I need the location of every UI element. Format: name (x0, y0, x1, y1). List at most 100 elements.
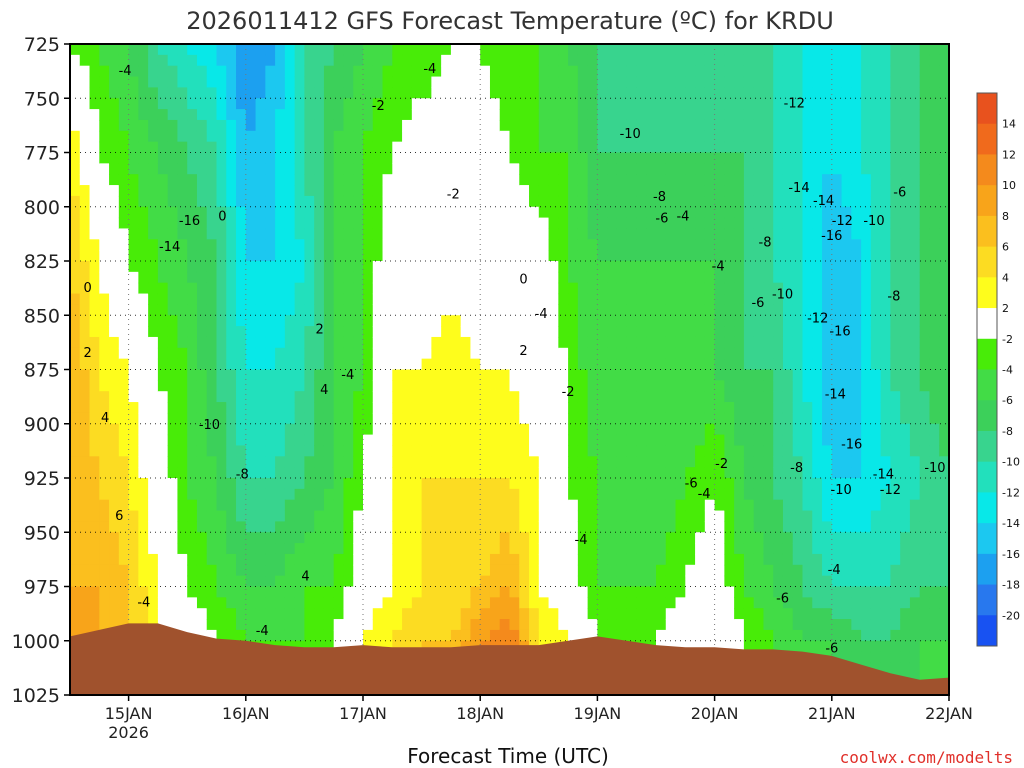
temperature-cell (226, 87, 237, 99)
temperature-cell (870, 54, 882, 67)
temperature-cell (275, 564, 286, 577)
temperature-cell (294, 195, 305, 208)
temperature-cell (861, 499, 872, 512)
temperature-cell (538, 347, 550, 360)
temperature-cell (382, 488, 393, 501)
temperature-cell (441, 141, 452, 154)
temperature-cell (714, 130, 725, 143)
temperature-cell (275, 261, 286, 273)
temperature-cell (167, 261, 179, 273)
temperature-cell (558, 271, 569, 284)
temperature-cell (656, 369, 667, 381)
temperature-cell (216, 467, 227, 479)
temperature-cell (187, 76, 198, 88)
temperature-cell (792, 65, 804, 78)
temperature-cell (118, 152, 130, 164)
temperature-cell (323, 564, 335, 577)
temperature-cell (812, 478, 823, 490)
temperature-cell (656, 336, 667, 349)
temperature-cell (714, 152, 725, 164)
temperature-cell (382, 87, 393, 99)
temperature-cell (656, 380, 667, 392)
temperature-cell (441, 54, 452, 67)
temperature-cell (607, 445, 618, 457)
temperature-cell (323, 206, 335, 219)
temperature-cell (421, 261, 432, 273)
temperature-cell (89, 456, 100, 468)
temperature-cell (841, 315, 852, 327)
temperature-cell (284, 98, 296, 110)
temperature-cell (685, 282, 696, 295)
temperature-cell (353, 402, 364, 414)
temperature-cell (196, 141, 208, 154)
temperature-cell (773, 163, 784, 175)
temperature-cell (431, 152, 442, 164)
temperature-cell (782, 44, 794, 56)
temperature-cell (245, 65, 257, 78)
temperature-cell (577, 76, 589, 88)
temperature-cell (577, 380, 589, 392)
temperature-cell (411, 564, 423, 577)
temperature-cell (714, 293, 725, 305)
temperature-cell (568, 521, 579, 533)
temperature-cell (128, 434, 139, 447)
temperature-cell (568, 336, 579, 349)
temperature-cell (509, 543, 520, 555)
temperature-cell (831, 619, 843, 631)
temperature-cell (216, 87, 227, 99)
temperature-cell (665, 98, 677, 110)
temperature-cell (470, 304, 481, 316)
temperature-cell (499, 575, 511, 588)
temperature-cell (831, 445, 843, 457)
temperature-cell (597, 206, 608, 219)
temperature-cell (568, 543, 579, 555)
temperature-cell (392, 391, 403, 403)
temperature-cell (431, 586, 442, 598)
temperature-cell (529, 478, 540, 490)
temperature-cell (597, 380, 608, 392)
temperature-cell (607, 488, 618, 501)
temperature-cell (665, 250, 677, 262)
temperature-cell (558, 467, 569, 479)
temperature-cell (675, 174, 686, 186)
temperature-cell (216, 402, 227, 414)
temperature-cell (773, 456, 784, 468)
temperature-cell (402, 109, 413, 121)
temperature-cell (802, 141, 813, 154)
temperature-cell (851, 521, 862, 533)
temperature-cell (802, 250, 813, 262)
temperature-cell (118, 304, 130, 316)
temperature-cell (118, 185, 130, 197)
temperature-cell (626, 434, 638, 447)
temperature-cell (421, 185, 432, 197)
temperature-cell (734, 65, 745, 78)
temperature-cell (529, 54, 540, 67)
temperature-cell (714, 98, 725, 110)
temperature-cell (323, 467, 335, 479)
temperature-cell (519, 109, 530, 121)
temperature-cell (656, 358, 667, 371)
temperature-cell (538, 336, 550, 349)
temperature-cell (206, 445, 218, 457)
temperature-cell (529, 98, 540, 110)
temperature-cell (685, 412, 696, 425)
temperature-cell (773, 217, 784, 230)
temperature-cell (392, 597, 403, 609)
temperature-cell (441, 553, 452, 566)
temperature-cell (685, 98, 696, 110)
temperature-cell (109, 152, 120, 164)
temperature-cell (509, 336, 520, 349)
temperature-cell (568, 597, 579, 609)
temperature-cell (187, 445, 198, 457)
temperature-cell (392, 510, 403, 522)
temperature-cell (851, 206, 862, 219)
temperature-cell (460, 119, 472, 132)
temperature-cell (822, 282, 833, 295)
temperature-cell (206, 543, 218, 555)
temperature-cell (704, 586, 716, 598)
temperature-cell (675, 87, 686, 99)
temperature-cell (724, 478, 735, 490)
temperature-cell (714, 369, 725, 381)
temperature-cell (870, 87, 882, 99)
temperature-cell (236, 510, 247, 522)
